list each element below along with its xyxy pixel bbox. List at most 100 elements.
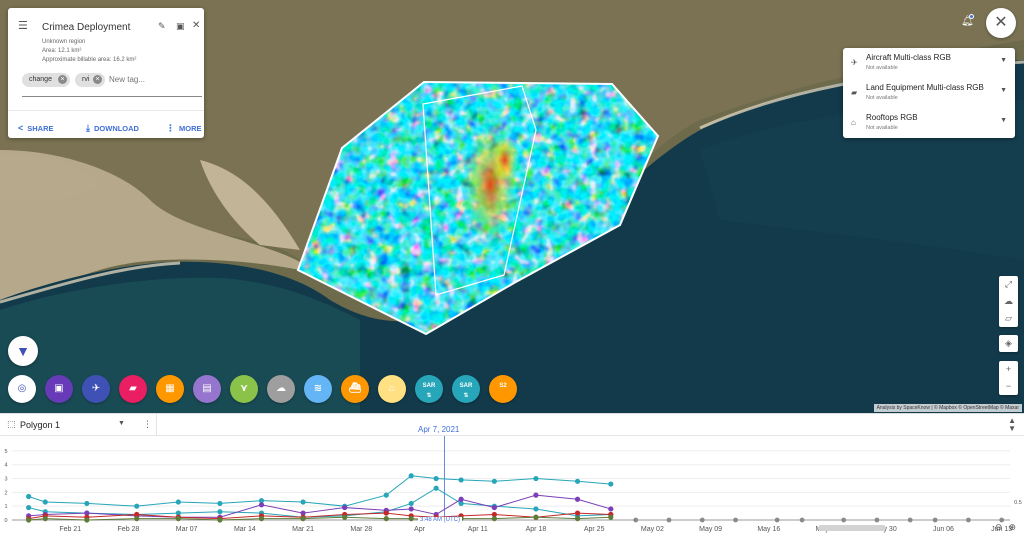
data-point xyxy=(608,514,614,520)
share-button[interactable]: < SHARE xyxy=(18,123,54,133)
series-line xyxy=(28,475,611,507)
more-label: MORE xyxy=(179,124,202,133)
data-point xyxy=(574,496,581,502)
timeline-chart[interactable]: 0 1 2 3 4 5 0.5 Feb 21 Feb 28 Mar 07 Mar 14 Mar 21 M… xyxy=(0,436,1024,539)
data-point xyxy=(533,475,539,482)
download-button[interactable]: ⤓ DOWNLOAD xyxy=(86,123,139,134)
layer-status: Not available xyxy=(866,65,898,71)
future-data-point xyxy=(733,517,738,523)
measure-icon[interactable]: ⤢ xyxy=(1004,279,1013,289)
layer-button-vegetation[interactable]: ⋎ xyxy=(230,375,258,403)
layer-button-target[interactable]: ◎ xyxy=(8,375,36,403)
data-point xyxy=(491,511,497,518)
analysis-layers-panel: ✈ Aircraft Multi-class RGB Not available… xyxy=(843,48,1015,138)
data-point xyxy=(26,504,32,511)
filter-button[interactable]: ▼ xyxy=(8,336,38,366)
data-point xyxy=(175,510,181,516)
tag-chip-change[interactable]: change × xyxy=(22,73,70,87)
data-point xyxy=(175,499,181,505)
layer-button-vehicles[interactable]: ▰ xyxy=(119,375,147,403)
data-point xyxy=(383,516,389,522)
x-tick-label: Jun 06 xyxy=(933,526,954,533)
expand-icon[interactable]: ▲ ▼ xyxy=(1008,416,1016,433)
data-point xyxy=(608,481,614,487)
map-view[interactable]: ☰ Crimea Deployment ✎ ▣ ✕ Unknown region… xyxy=(0,0,1024,413)
notifications-icon[interactable]: 🔔︎ xyxy=(961,16,974,27)
more-button[interactable]: ⋮ MORE xyxy=(166,123,202,134)
vehicle-icon: ▰ xyxy=(851,88,858,97)
zoom-in-icon[interactable]: + xyxy=(1005,364,1012,374)
chevron-down-icon[interactable]: ▼ xyxy=(1000,117,1007,124)
timeline-panel: ⬚ Polygon 1 ▼ ⋮ ▲ ▼ 0 1 2 3 4 5 0.5 Feb 21 Feb 28… xyxy=(0,413,1024,538)
zoom-out-icon[interactable]: ⊖ xyxy=(994,522,1003,532)
cloud-icon: ☁ xyxy=(276,383,286,394)
x-tick-label: Jun 13 xyxy=(991,526,1012,533)
x-tick-label: Mar 28 xyxy=(350,526,372,533)
x-tick-label: Apr 18 xyxy=(526,526,547,533)
chevron-down-icon[interactable]: ▼ xyxy=(1000,57,1007,64)
edit-icon[interactable]: ✎ xyxy=(158,21,166,31)
layer-button-sar1[interactable]: SAR ⇅ xyxy=(415,375,443,403)
layer-status: Not available xyxy=(866,95,898,101)
timeline-scrollbar[interactable] xyxy=(818,525,886,531)
lock-icon[interactable]: ▣ xyxy=(176,21,185,31)
future-data-point xyxy=(699,517,705,523)
polygon-select[interactable]: Polygon 1 xyxy=(20,420,61,430)
future-data-point xyxy=(999,517,1005,523)
data-point xyxy=(26,517,32,523)
zoom-out-icon[interactable]: − xyxy=(1005,381,1012,391)
data-point xyxy=(84,517,90,523)
x-tick-label: Apr 11 xyxy=(468,526,488,533)
more-vert-icon[interactable]: ⋮ xyxy=(143,419,152,429)
x-tick-label: Mar 07 xyxy=(176,526,198,533)
future-data-point xyxy=(966,517,971,523)
map-attribution: Analysis by SpaceKnow | © Mapbox © OpenS… xyxy=(873,404,1022,412)
layer-button-sar2[interactable]: SAR ⇅ xyxy=(452,375,480,403)
layer-button-rooftops[interactable]: ⌂ xyxy=(378,375,406,403)
chevron-down-icon[interactable]: ▼ xyxy=(1000,87,1007,94)
layer-button-water[interactable]: ≋ xyxy=(304,375,332,403)
x-tick-label: May 02 xyxy=(641,526,664,533)
layer-item-rooftops[interactable]: ⌂ Rooftops RGB Not available ▼ xyxy=(843,108,1015,137)
layer-name: Aircraft Multi-class RGB xyxy=(866,53,951,62)
layer-button-buildings[interactable]: ▦ xyxy=(156,375,184,403)
image-icon: ▣ xyxy=(54,383,64,394)
layer-button-s2[interactable]: S2 xyxy=(489,375,517,403)
data-point xyxy=(383,510,389,516)
layer-button-aircraft[interactable]: ✈ xyxy=(82,375,110,403)
data-point xyxy=(574,516,581,522)
zoom-in-icon[interactable]: ⊕ xyxy=(1008,522,1016,532)
divider xyxy=(156,414,157,436)
data-point xyxy=(433,485,439,491)
layer-button-clouds[interactable]: ☁ xyxy=(267,375,295,403)
remove-tag-icon[interactable]: × xyxy=(93,75,102,84)
menu-icon[interactable]: ☰ xyxy=(18,20,28,32)
polygon-icon: ⬚ xyxy=(7,419,16,429)
layer-item-aircraft[interactable]: ✈ Aircraft Multi-class RGB Not available… xyxy=(843,48,1015,77)
y-tick-label: 1 xyxy=(4,504,7,510)
close-icon[interactable]: ✕ xyxy=(192,20,201,31)
layer-item-land-equipment[interactable]: ▰ Land Equipment Multi-class RGB Not ava… xyxy=(843,78,1015,107)
filter-icon: ▼ xyxy=(16,343,30,359)
data-point xyxy=(533,514,539,520)
plane-icon: ✈ xyxy=(851,58,858,67)
layer-button-ships[interactable]: ⛴ xyxy=(341,375,369,403)
data-point xyxy=(574,478,581,484)
notification-badge xyxy=(969,14,974,19)
new-tag-input[interactable] xyxy=(109,75,201,84)
remove-tag-icon[interactable]: × xyxy=(58,75,67,84)
x-tick-label: Mar 14 xyxy=(234,526,256,533)
data-point xyxy=(491,516,497,522)
data-point xyxy=(408,516,414,522)
zoom-controls: + − xyxy=(999,361,1018,395)
future-data-point xyxy=(633,517,639,523)
layer-button-imagery[interactable]: ▣ xyxy=(45,375,73,403)
layers-icon[interactable]: ◈ xyxy=(1005,338,1012,348)
download-label: DOWNLOAD xyxy=(93,124,139,133)
close-deployment-button[interactable]: ✕ xyxy=(986,8,1016,38)
cloud-upload-icon[interactable]: ☁ xyxy=(1004,296,1013,306)
layer-button-land[interactable]: ▤ xyxy=(193,375,221,403)
tag-chip-rvi[interactable]: rvi × xyxy=(75,73,105,87)
chevron-down-icon[interactable]: ▼ xyxy=(118,420,125,427)
ruler-icon[interactable]: ▱ xyxy=(1005,313,1012,323)
